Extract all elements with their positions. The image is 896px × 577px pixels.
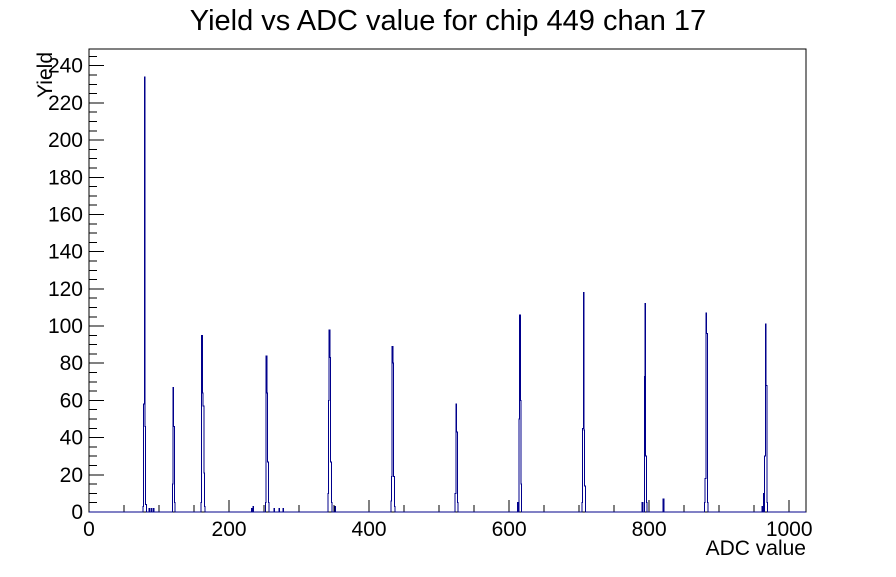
histogram-outline [89, 76, 806, 513]
tick-label: 140 [48, 241, 83, 264]
tick-label: 200 [212, 518, 247, 541]
tick-label: 180 [48, 166, 83, 189]
tick-label: 600 [492, 518, 527, 541]
tick-label: 0 [83, 518, 95, 541]
x-axis-ticks [88, 500, 790, 512]
y-axis-title: Yield [34, 52, 57, 98]
tick-label: 800 [632, 518, 667, 541]
tick-label: 220 [48, 92, 83, 115]
tick-label: 1000 [766, 518, 813, 541]
tick-label: 400 [352, 518, 387, 541]
tick-label: 60 [60, 389, 83, 412]
tick-label: 160 [48, 203, 83, 226]
tick-label: 20 [60, 464, 83, 487]
tick-label: 240 [48, 55, 83, 78]
tick-label: 0 [71, 501, 83, 524]
tick-label: 200 [48, 129, 83, 152]
tick-label: 80 [60, 352, 83, 375]
x-axis-tick-labels: 0 200 400 600 800 1000 [83, 518, 812, 541]
chart-title: Yield vs ADC value for chip 449 chan 17 [189, 5, 707, 37]
tick-label: 100 [48, 315, 83, 338]
y-axis-ticks [89, 55, 104, 513]
plot-frame [88, 48, 807, 513]
y-axis-tick-labels: 0 20 40 60 80 100 120 140 160 180 200 220 240 [48, 55, 83, 524]
x-axis-title: ADC value [706, 537, 806, 560]
tick-label: 40 [60, 427, 83, 450]
tick-label: 120 [48, 278, 83, 301]
